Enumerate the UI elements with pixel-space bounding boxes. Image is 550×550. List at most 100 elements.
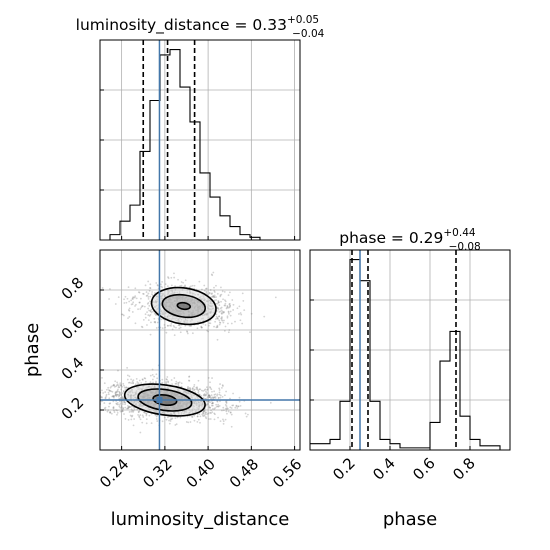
sample-point xyxy=(188,375,190,378)
sample-point xyxy=(173,326,176,328)
sample-point xyxy=(126,374,129,377)
sample-point xyxy=(145,412,148,415)
sample-point xyxy=(209,406,212,409)
sample-point xyxy=(149,287,152,290)
sample-point xyxy=(120,393,123,396)
sample-point xyxy=(118,405,121,408)
sample-point xyxy=(178,327,181,330)
sample-point xyxy=(207,403,210,406)
sample-point xyxy=(109,411,112,414)
sample-point xyxy=(112,400,115,403)
sample-point xyxy=(167,276,169,278)
sample-point xyxy=(179,285,181,287)
sample-point xyxy=(111,395,114,397)
sample-point xyxy=(209,396,212,399)
sample-point xyxy=(229,314,232,317)
luminosity-distance-xtick-label: 0.56 xyxy=(269,455,305,491)
sample-point xyxy=(150,293,153,296)
sample-point xyxy=(119,397,122,400)
sample-point xyxy=(146,324,148,326)
sample-point xyxy=(175,380,178,383)
sample-point xyxy=(224,299,226,301)
sample-point xyxy=(202,397,205,399)
sample-point xyxy=(210,388,213,391)
sample-point xyxy=(215,284,217,287)
sample-point xyxy=(168,419,170,422)
sample-point xyxy=(207,330,210,333)
sample-point xyxy=(149,313,152,316)
sample-point xyxy=(220,312,223,314)
sample-point xyxy=(92,401,94,403)
sample-point xyxy=(218,405,221,407)
sample-point xyxy=(240,313,243,316)
sample-point xyxy=(113,411,116,414)
sample-point xyxy=(208,418,210,420)
sample-point xyxy=(101,396,103,399)
luminosity-distance-xtick-label: 0.32 xyxy=(139,455,175,491)
sample-point xyxy=(224,300,227,303)
luminosity-distance-xtick-label: 0.40 xyxy=(183,455,219,491)
sample-point xyxy=(123,298,125,301)
sample-point xyxy=(202,322,205,325)
sample-point xyxy=(149,381,152,384)
sample-point xyxy=(109,288,111,290)
sample-point xyxy=(147,314,150,316)
sample-point xyxy=(197,418,200,421)
sample-point xyxy=(141,305,143,308)
sample-point xyxy=(214,413,216,416)
sample-point xyxy=(224,325,227,328)
sample-point xyxy=(114,303,117,305)
sample-point xyxy=(223,394,226,397)
sample-point xyxy=(140,325,143,328)
sample-point xyxy=(116,393,119,396)
sample-point xyxy=(225,401,228,404)
sample-point xyxy=(206,402,209,405)
ld-frame xyxy=(99,39,301,241)
sample-point xyxy=(216,316,219,319)
sample-point xyxy=(135,303,137,306)
sample-point xyxy=(139,418,142,421)
sample-point xyxy=(127,309,130,311)
sample-point xyxy=(207,324,210,327)
sample-point xyxy=(137,382,140,385)
sample-point xyxy=(212,295,214,298)
sample-point xyxy=(213,291,216,293)
sample-point xyxy=(117,395,120,398)
sample-point xyxy=(85,387,87,389)
sample-point xyxy=(171,417,174,420)
luminosity-distance-marginal-panel xyxy=(99,39,301,241)
sample-point xyxy=(124,388,127,391)
sample-point xyxy=(155,314,157,316)
sample-point xyxy=(124,418,127,420)
sample-point xyxy=(170,322,173,325)
sample-point xyxy=(186,332,189,335)
sample-point xyxy=(132,381,134,384)
sample-point xyxy=(199,415,202,418)
sample-point xyxy=(209,406,211,409)
sample-point xyxy=(141,378,144,381)
sample-point xyxy=(237,405,239,408)
sample-point xyxy=(116,409,119,412)
sample-point xyxy=(149,309,152,312)
sample-point xyxy=(105,395,108,398)
sample-point xyxy=(220,306,223,309)
sample-point xyxy=(145,418,148,421)
sample-point xyxy=(209,386,212,389)
sample-point xyxy=(215,299,217,301)
sample-point xyxy=(141,305,144,307)
density-contour xyxy=(161,293,207,319)
sample-point xyxy=(180,382,183,385)
sample-point xyxy=(180,385,183,388)
sample-point xyxy=(214,395,217,398)
sample-point xyxy=(122,407,125,410)
sample-point xyxy=(128,405,131,408)
sample-point xyxy=(184,279,187,282)
sample-point xyxy=(209,289,212,291)
sample-point xyxy=(128,309,131,312)
sample-point xyxy=(166,376,169,378)
sample-point xyxy=(161,420,164,423)
sample-point xyxy=(114,391,117,394)
sample-point xyxy=(238,313,240,315)
sample-point xyxy=(184,285,187,288)
sample-point xyxy=(120,405,123,408)
